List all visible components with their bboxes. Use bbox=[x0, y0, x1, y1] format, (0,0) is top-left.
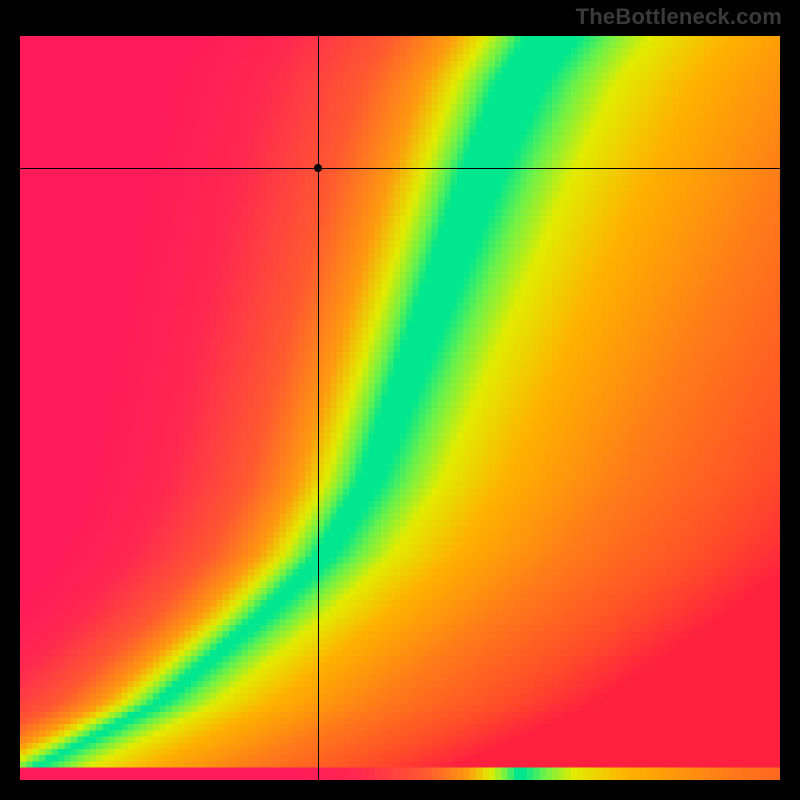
heatmap-plot bbox=[20, 36, 780, 780]
crosshair-vertical bbox=[318, 36, 319, 780]
crosshair-horizontal bbox=[20, 168, 780, 169]
heatmap-canvas bbox=[20, 36, 780, 780]
crosshair-marker-dot bbox=[314, 164, 322, 172]
watermark-text: TheBottleneck.com bbox=[576, 4, 782, 30]
